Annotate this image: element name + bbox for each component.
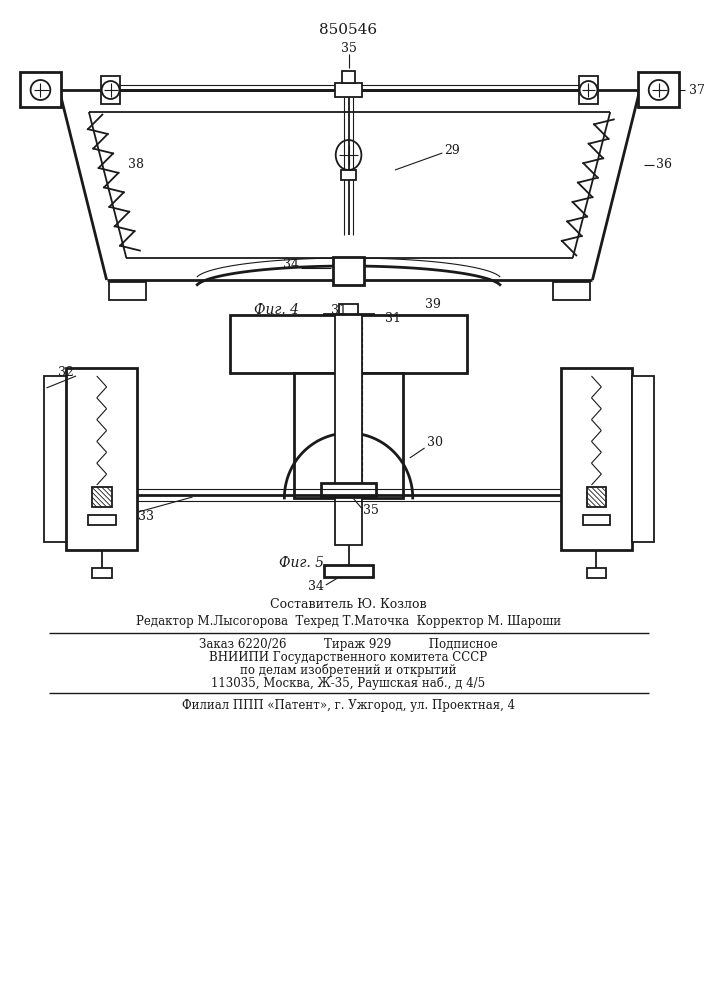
Bar [553, 282, 590, 300]
Text: по делам изобретений и открытий: по делам изобретений и открытий [240, 664, 457, 677]
Bar [45, 376, 66, 542]
Text: 33: 33 [139, 510, 154, 524]
Text: Фиг. 5: Фиг. 5 [279, 556, 324, 570]
Bar [92, 568, 112, 578]
Text: Составитель Ю. Козлов: Составитель Ю. Козлов [270, 598, 427, 611]
Bar [321, 483, 376, 497]
Text: 39: 39 [425, 298, 440, 312]
Text: 31: 31 [385, 312, 401, 326]
Bar [583, 515, 610, 525]
Bar [294, 373, 403, 498]
Text: 37: 37 [689, 84, 705, 97]
Bar [88, 515, 115, 525]
Bar [66, 368, 137, 550]
Text: 29: 29 [444, 143, 460, 156]
Bar [334, 315, 363, 545]
Text: 36: 36 [655, 158, 672, 172]
Bar [324, 565, 373, 577]
Text: 38: 38 [129, 158, 144, 172]
Text: Заказ 6220/26          Тираж 929          Подписное: Заказ 6220/26 Тираж 929 Подписное [199, 638, 498, 651]
Bar [587, 568, 607, 578]
Text: Филиал ППП «Патент», г. Ужгород, ул. Проектная, 4: Филиал ППП «Патент», г. Ужгород, ул. Про… [182, 699, 515, 712]
Bar [578, 76, 598, 104]
Bar [339, 304, 358, 314]
Bar [109, 282, 146, 300]
Text: 35: 35 [341, 41, 356, 54]
Bar [92, 487, 112, 507]
Bar [100, 76, 120, 104]
Text: 35: 35 [363, 504, 379, 516]
Text: 32: 32 [58, 366, 74, 379]
Text: 31: 31 [331, 304, 346, 316]
Bar [341, 71, 356, 83]
Bar [638, 72, 679, 107]
Bar [20, 72, 62, 107]
Bar [230, 315, 467, 373]
Text: 30: 30 [426, 436, 443, 450]
Bar [632, 376, 654, 542]
Text: Редактор М.Лысогорова  Техред Т.Маточка  Корректор М. Шароши: Редактор М.Лысогорова Техред Т.Маточка К… [136, 615, 561, 629]
Text: 34: 34 [308, 580, 324, 593]
Bar [324, 314, 373, 330]
Text: ВНИИПИ Государственного комитета СССР: ВНИИПИ Государственного комитета СССР [209, 651, 488, 664]
Bar [341, 170, 356, 180]
Text: 113035, Москва, Ж-35, Раушская наб., д 4/5: 113035, Москва, Ж-35, Раушская наб., д 4… [211, 676, 486, 690]
Text: 850546: 850546 [320, 23, 378, 37]
Text: Фиг. 4: Фиг. 4 [254, 303, 299, 317]
Bar [587, 487, 607, 507]
Bar [333, 257, 364, 285]
Bar [334, 83, 363, 97]
Text: 34: 34 [284, 258, 299, 271]
Bar [561, 368, 632, 550]
